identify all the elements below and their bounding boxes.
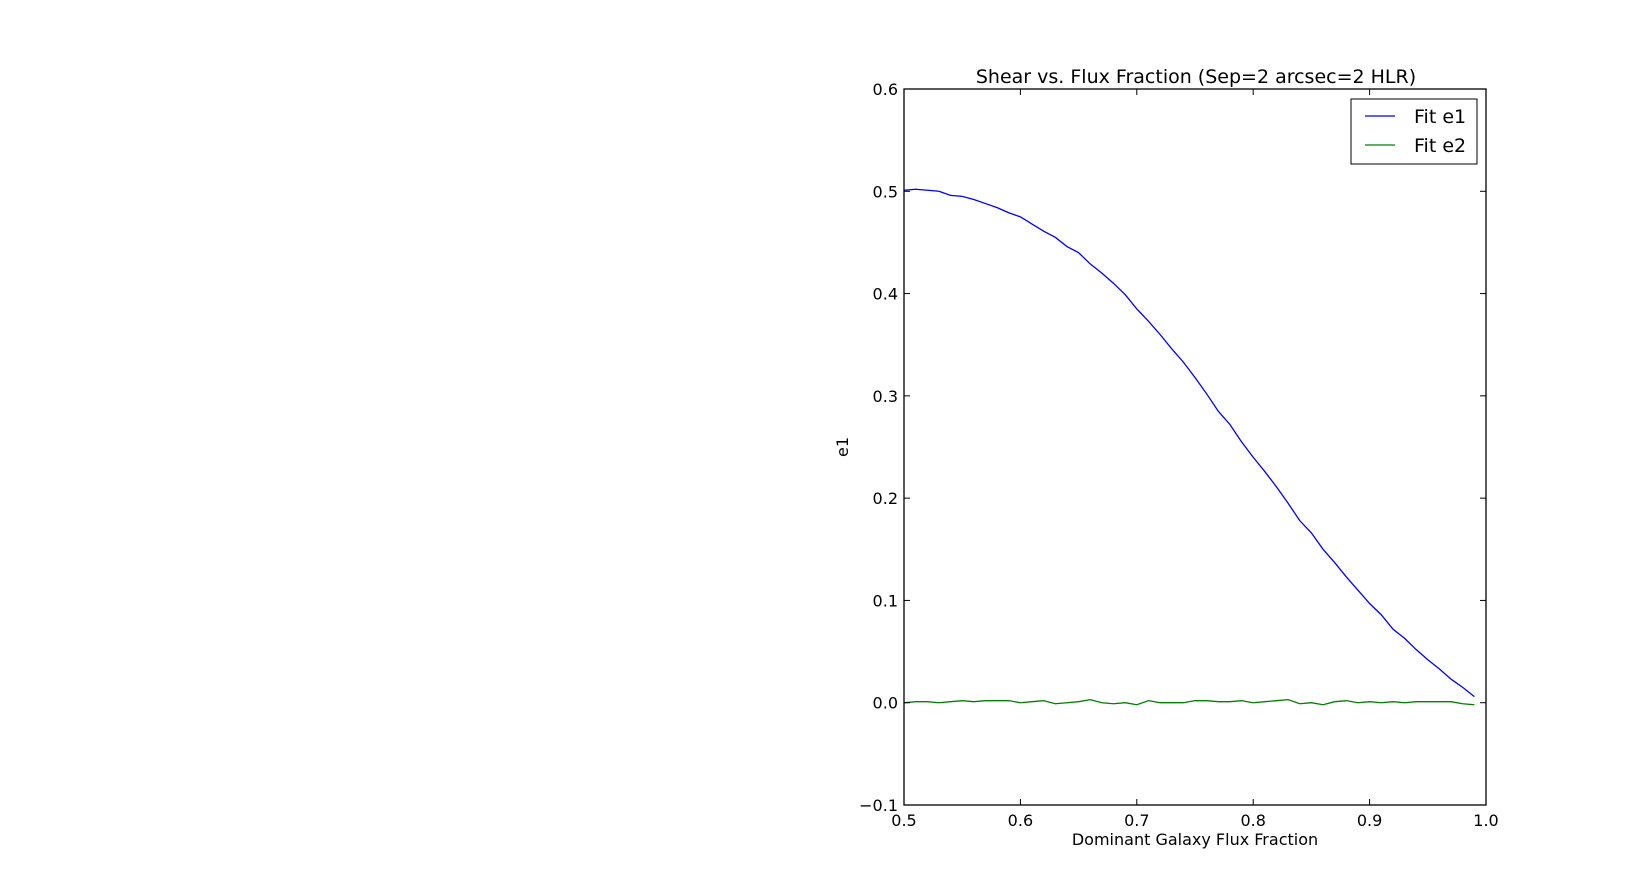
series-line-fit-e2 <box>903 698 1475 706</box>
legend-box <box>1350 98 1478 165</box>
legend-label-fit-e2: Fit e2 <box>1414 135 1466 157</box>
plot-frame <box>903 88 1487 806</box>
y-tick-label: −0.1 <box>859 796 898 815</box>
axis-ticks <box>903 88 1487 806</box>
x-tick-label: 0.5 <box>891 811 916 830</box>
x-tick-label: 1.0 <box>1473 811 1498 830</box>
y-tick-label: 0.4 <box>873 285 898 304</box>
x-tick-label: 0.7 <box>1124 811 1149 830</box>
y-tick-label: 0.1 <box>873 591 898 610</box>
x-tick-label: 0.8 <box>1240 811 1265 830</box>
y-tick-label: 0.2 <box>873 489 898 508</box>
y-tick-label: 0.3 <box>873 387 898 406</box>
plot-lines <box>903 188 1475 706</box>
x-axis-label: Dominant Galaxy Flux Fraction <box>1072 830 1318 849</box>
series-line-fit-e1 <box>903 188 1475 698</box>
y-axis-label: e1 <box>833 437 852 457</box>
x-tick-labels: 0.5 0.6 0.7 0.8 0.9 1.0 <box>891 811 1498 830</box>
y-tick-label: 0.0 <box>873 694 898 713</box>
chart-title: Shear vs. Flux Fraction (Sep=2 arcsec=2 … <box>976 66 1416 88</box>
y-tick-label: 0.5 <box>873 182 898 201</box>
x-tick-label: 0.6 <box>1008 811 1033 830</box>
legend: Fit e1 Fit e2 <box>1350 98 1478 165</box>
x-tick-label: 0.9 <box>1357 811 1382 830</box>
y-tick-labels: −0.1 0.0 0.1 0.2 0.3 0.4 0.5 0.6 <box>859 80 898 815</box>
legend-label-fit-e1: Fit e1 <box>1414 106 1466 128</box>
y-tick-label: 0.6 <box>873 80 898 99</box>
